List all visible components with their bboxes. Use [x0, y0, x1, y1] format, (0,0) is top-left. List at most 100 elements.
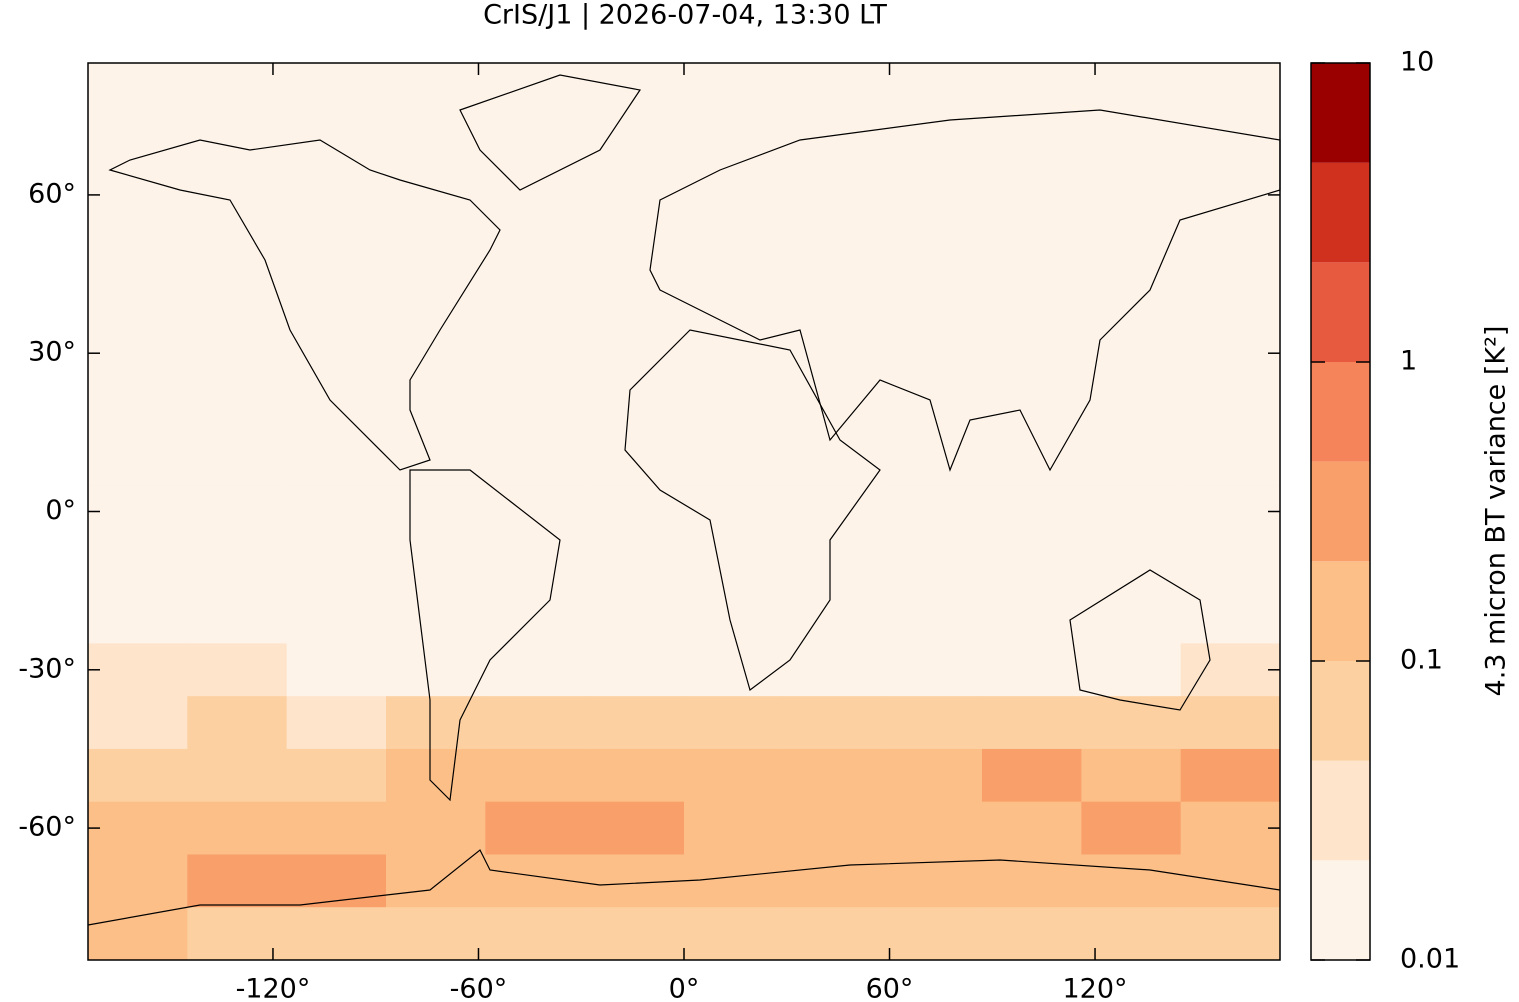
plot-frame [87, 62, 1281, 961]
heatmap-cell [286, 907, 387, 961]
heatmap-cell [684, 115, 784, 170]
heatmap-cell [584, 274, 685, 328]
heatmap-cell [783, 748, 884, 803]
heatmap-cell [386, 379, 486, 433]
chart-title: CrIS/J1 | 2026-07-04, 13:30 LT [483, 0, 887, 31]
heatmap-cell [584, 748, 685, 803]
heatmap-cell [783, 63, 884, 117]
heatmap-cell [1081, 537, 1182, 592]
heatmap-cell [386, 485, 486, 539]
heatmap-cell [684, 485, 784, 539]
heatmap-cell [187, 274, 288, 328]
heatmap-cell [88, 537, 188, 592]
heatmap-cell [584, 696, 685, 750]
heatmap-cell [684, 432, 784, 486]
heatmap-cell [485, 801, 586, 855]
y-tick-label: 0° [45, 495, 76, 526]
heatmap-cell [684, 326, 784, 381]
heatmap-cell [88, 379, 188, 433]
heatmap-cell [1180, 643, 1281, 697]
heatmap-cell [783, 643, 884, 697]
heatmap-cell [584, 801, 685, 855]
heatmap-cell [684, 854, 784, 908]
heatmap-cell [783, 115, 884, 170]
y-tick-label: 30° [28, 337, 76, 368]
coastlines [87, 74, 1281, 926]
heatmap-cell [88, 274, 188, 328]
heatmap-cell [982, 326, 1082, 381]
heatmap-cell [1081, 168, 1182, 222]
colorbar-label: 4.3 micron BT variance [K²] [1481, 326, 1512, 697]
colorbar-band [1311, 63, 1370, 163]
heatmap-cell [982, 485, 1082, 539]
heatmap-cell [386, 696, 486, 750]
heatmap-cell [286, 168, 387, 222]
heatmap-cell [485, 326, 586, 381]
heatmap-cell [1081, 854, 1182, 908]
coastline [1069, 569, 1211, 711]
heatmap-cell [187, 907, 288, 961]
y-tick-label: -30° [18, 653, 76, 684]
x-tick-label: 0° [669, 974, 700, 1002]
heatmap-cell [187, 854, 288, 908]
heatmap-cell [783, 274, 884, 328]
heatmap-cell [485, 907, 586, 961]
heatmap-cell [982, 590, 1082, 644]
heatmap-cell [882, 537, 983, 592]
heatmap-cell [1081, 643, 1182, 697]
heatmap-cell [485, 696, 586, 750]
heatmap-cell [187, 590, 288, 644]
x-tick-label: 60° [866, 974, 914, 1002]
heatmap-cell [982, 115, 1082, 170]
heatmap-cell [286, 854, 387, 908]
heatmap-cell [286, 221, 387, 275]
heatmap-cell [88, 326, 188, 381]
heatmap-cell [982, 801, 1082, 855]
colorbar-band [1311, 362, 1370, 462]
heatmap-cell [783, 590, 884, 644]
heatmap-cell [684, 801, 784, 855]
coastline [624, 329, 881, 692]
colorbar-band [1311, 262, 1370, 362]
heatmap-cell [1180, 115, 1281, 170]
heatmap-cell [882, 326, 983, 381]
heatmap-cell [485, 168, 586, 222]
heatmap-cell [684, 590, 784, 644]
heatmap-cell [1180, 485, 1281, 539]
heatmap-cell [882, 907, 983, 961]
heatmap-cell [684, 748, 784, 803]
heatmap-cell [386, 748, 486, 803]
heatmap-cell [783, 168, 884, 222]
heatmap-cell [882, 379, 983, 433]
heatmap-cell [286, 748, 387, 803]
heatmap-cell [1180, 748, 1281, 803]
heatmap-cell [1081, 432, 1182, 486]
heatmap-cell [1180, 432, 1281, 486]
heatmap-cell [187, 537, 288, 592]
heatmap-cell [1180, 854, 1281, 908]
heatmap-cell [187, 643, 288, 697]
heatmap-cell [783, 432, 884, 486]
heatmap-cell [783, 801, 884, 855]
heatmap-cell [1180, 63, 1281, 117]
heatmap-cell [982, 432, 1082, 486]
heatmap-cell [187, 748, 288, 803]
heatmap-cell [584, 221, 685, 275]
heatmap-cell [187, 168, 288, 222]
heatmap-cell [1180, 274, 1281, 328]
heatmap-cell [1180, 221, 1281, 275]
heatmap-cell [187, 485, 288, 539]
heatmap-cell [684, 168, 784, 222]
colorbar-band [1311, 461, 1370, 562]
heatmap-cell [584, 168, 685, 222]
colorbar-band [1311, 561, 1370, 661]
heatmap-cell [1081, 485, 1182, 539]
heatmap-cell [882, 643, 983, 697]
heatmap-cell [684, 379, 784, 433]
heatmap-cell [882, 168, 983, 222]
heatmap-cell [584, 590, 685, 644]
heatmap-cell [1081, 801, 1182, 855]
x-tick-label: 120° [1063, 974, 1128, 1002]
heatmap-cell [386, 907, 486, 961]
